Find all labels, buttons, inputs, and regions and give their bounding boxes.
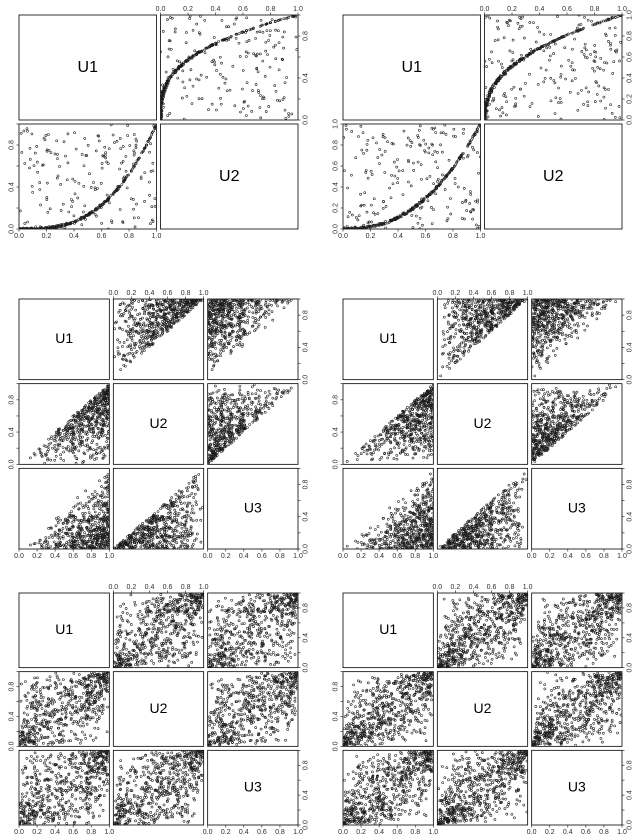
- pairs-plot-panel-top-right: [330, 2, 635, 242]
- pairs-plot-canvas: [6, 580, 311, 838]
- pairs-plot-canvas: [6, 2, 311, 242]
- pairs-plot-panel-top-left: [6, 2, 311, 242]
- pairs-plot-canvas: [330, 580, 635, 838]
- pairs-plot-panel-mid-left: [6, 286, 311, 562]
- pairs-plot-panel-mid-right: [330, 286, 635, 562]
- pairs-plot-panel-bot-right: [330, 580, 635, 838]
- pairs-plot-canvas: [330, 286, 635, 562]
- pairs-plot-panel-bot-left: [6, 580, 311, 838]
- pairs-plot-canvas: [6, 286, 311, 562]
- pairs-plot-canvas: [330, 2, 635, 242]
